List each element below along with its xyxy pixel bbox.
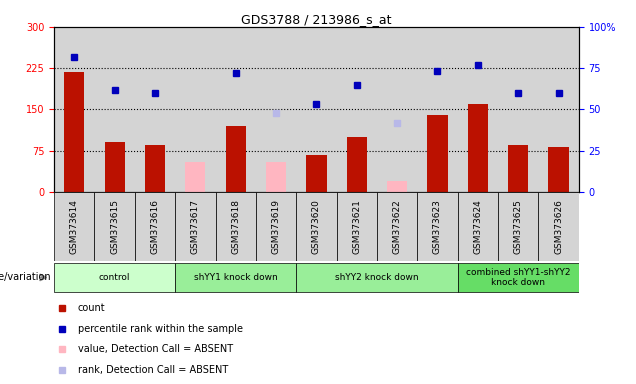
Bar [347,137,367,192]
Title: GDS3788 / 213986_s_at: GDS3788 / 213986_s_at [241,13,392,26]
Bar [94,192,135,261]
Text: GSM373616: GSM373616 [151,199,160,254]
Bar [216,192,256,261]
Bar [54,192,94,261]
Bar [94,27,135,192]
Bar [226,126,245,192]
Bar [539,192,579,261]
Text: control: control [99,273,130,282]
Bar [458,263,579,292]
Text: shYY2 knock down: shYY2 knock down [335,273,418,282]
Bar [336,192,377,261]
Bar [498,27,539,192]
Bar [427,115,448,192]
Bar [256,192,296,261]
Text: rank, Detection Call = ABSENT: rank, Detection Call = ABSENT [78,365,228,375]
Bar [175,27,216,192]
Bar [458,192,498,261]
Bar [256,27,296,192]
Text: GSM373618: GSM373618 [232,199,240,254]
Text: GSM373626: GSM373626 [554,199,563,254]
Text: GSM373621: GSM373621 [352,199,361,254]
Text: count: count [78,303,106,313]
Bar [185,162,205,192]
Bar [458,27,498,192]
Text: GSM373625: GSM373625 [514,199,523,254]
Bar [336,27,377,192]
Bar [64,72,85,192]
Text: GSM373615: GSM373615 [110,199,119,254]
Bar [296,192,336,261]
Bar [539,27,579,192]
Text: GSM373623: GSM373623 [433,199,442,254]
Text: GSM373614: GSM373614 [70,199,79,254]
Bar [417,27,458,192]
Text: genotype/variation: genotype/variation [0,272,51,283]
Bar [417,192,458,261]
Bar [296,27,336,192]
Bar [216,27,256,192]
Bar [135,27,175,192]
Text: percentile rank within the sample: percentile rank within the sample [78,324,243,334]
Bar [508,145,529,192]
Text: combined shYY1-shYY2
knock down: combined shYY1-shYY2 knock down [466,268,570,287]
Bar [175,263,296,292]
Bar [548,147,569,192]
Bar [387,181,407,192]
Bar [175,192,216,261]
Bar [145,145,165,192]
Bar [377,27,417,192]
Bar [377,192,417,261]
Text: GSM373617: GSM373617 [191,199,200,254]
Bar [104,142,125,192]
Bar [135,192,175,261]
Text: GSM373620: GSM373620 [312,199,321,254]
Bar [296,263,458,292]
Text: GSM373624: GSM373624 [473,199,482,254]
Bar [266,162,286,192]
Text: shYY1 knock down: shYY1 knock down [194,273,277,282]
Bar [54,27,94,192]
Bar [307,155,326,192]
Text: GSM373619: GSM373619 [272,199,280,254]
Bar [467,104,488,192]
Text: GSM373622: GSM373622 [392,199,401,254]
Bar [54,263,175,292]
Bar [498,192,539,261]
Text: value, Detection Call = ABSENT: value, Detection Call = ABSENT [78,344,233,354]
